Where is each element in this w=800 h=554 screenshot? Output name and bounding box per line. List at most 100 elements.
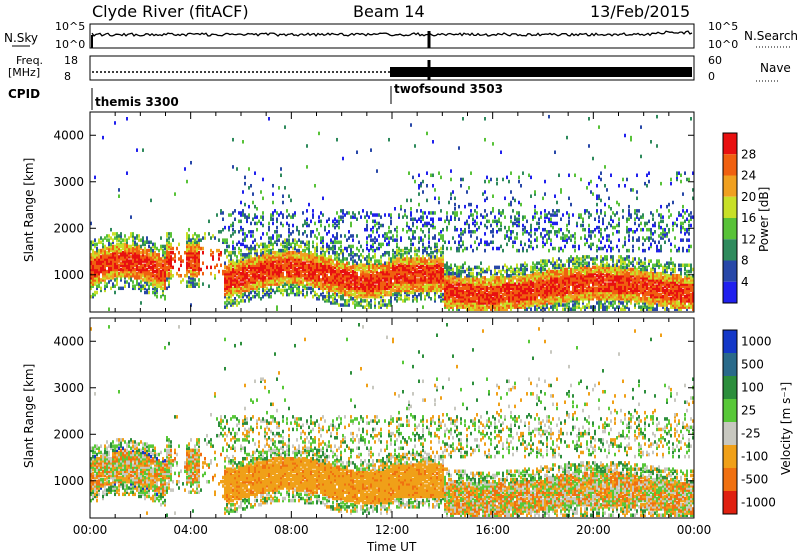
data-cell [150, 267, 152, 272]
data-cell [368, 263, 370, 268]
data-cell [250, 250, 252, 255]
data-cell [508, 225, 510, 230]
data-cell [344, 286, 346, 291]
data-cell [344, 263, 346, 268]
data-cell [492, 276, 494, 280]
data-cell [478, 305, 480, 309]
data-cell [330, 255, 332, 259]
data-cell [398, 257, 400, 261]
data-cell [170, 257, 172, 261]
data-cell [534, 278, 536, 282]
data-cell [440, 278, 442, 282]
data-cell [540, 276, 542, 280]
data-cell [500, 273, 502, 278]
data-cell [490, 282, 492, 286]
data-cell [230, 269, 232, 274]
data-cell [500, 301, 502, 305]
data-cell [534, 290, 536, 295]
data-cell [164, 255, 166, 259]
data-cell [346, 273, 348, 278]
data-cell [456, 299, 458, 303]
data-cell [314, 292, 316, 297]
data-cell [170, 255, 172, 259]
data-cell [378, 246, 380, 251]
data-cell [126, 280, 128, 284]
data-cell [460, 244, 462, 249]
data-cell [170, 232, 172, 236]
data-cell [464, 221, 466, 226]
data-cell [536, 236, 538, 240]
data-cell [276, 278, 278, 282]
data-cell [434, 276, 436, 280]
data-cell [326, 257, 328, 261]
data-cell [460, 286, 462, 291]
data-cell [380, 299, 382, 303]
data-cell [478, 265, 480, 270]
data-cell [336, 280, 338, 284]
data-cell [510, 282, 512, 286]
data-cell [360, 278, 362, 282]
data-cell [280, 282, 282, 286]
data-cell [248, 253, 250, 257]
data-cell [142, 271, 144, 276]
data-cell [372, 219, 374, 224]
data-cell [106, 261, 108, 265]
data-cell [238, 282, 240, 286]
data-cell [358, 248, 360, 253]
data-cell [338, 278, 340, 282]
data-cell [336, 292, 338, 297]
data-cell [308, 263, 310, 268]
data-cell [268, 269, 270, 274]
data-cell [502, 278, 504, 282]
data-cell [280, 273, 282, 278]
data-cell [368, 248, 370, 253]
data-cell [324, 250, 326, 255]
data-cell [116, 271, 118, 276]
data-cell [128, 244, 130, 249]
data-cell [252, 273, 254, 278]
data-cell [110, 246, 112, 251]
data-cell [130, 244, 132, 249]
data-cell [154, 259, 156, 263]
data-cell [442, 297, 444, 301]
data-cell [156, 278, 158, 282]
data-cell [404, 246, 406, 251]
data-cell [496, 246, 498, 251]
data-cell [432, 217, 434, 221]
data-cell [290, 290, 292, 295]
data-cell [428, 282, 430, 286]
data-cell [302, 269, 304, 274]
data-cell [468, 202, 470, 207]
data-cell [318, 131, 320, 136]
data-cell [242, 263, 244, 268]
data-cell [422, 248, 424, 253]
data-cell [466, 305, 468, 309]
data-cell [270, 271, 272, 276]
data-cell [460, 303, 462, 307]
data-cell [418, 261, 420, 265]
data-cell [528, 299, 530, 303]
data-cell [520, 288, 522, 293]
data-cell [436, 271, 438, 276]
data-cell [334, 240, 336, 245]
data-cell [142, 148, 144, 152]
data-cell [370, 292, 372, 297]
data-cell [388, 261, 390, 265]
data-cell [464, 284, 466, 288]
data-cell [284, 186, 286, 190]
data-cell [234, 261, 236, 265]
data-cell [406, 246, 408, 251]
data-cell [314, 248, 316, 253]
data-cell [540, 267, 542, 272]
data-cell [502, 297, 504, 301]
data-cell [486, 284, 488, 288]
data-cell [332, 276, 334, 280]
data-cell [152, 284, 154, 288]
data-cell [484, 190, 486, 194]
data-cell [470, 305, 472, 309]
data-cell [526, 297, 528, 301]
data-cell [134, 240, 136, 245]
data-cell [158, 278, 160, 282]
data-cell [388, 276, 390, 280]
data-cell [348, 244, 350, 249]
